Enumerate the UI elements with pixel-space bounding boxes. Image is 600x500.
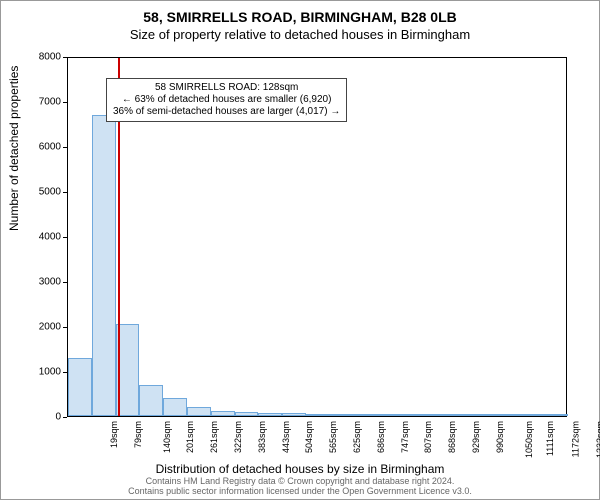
x-tick-label: 322sqm [233,421,243,453]
y-tick-label: 7000 [21,97,61,108]
x-tick-label: 1172sqm [571,421,581,457]
histogram-bar [163,398,187,416]
histogram-bar [378,414,402,416]
info-box-line3: 36% of semi-detached houses are larger (… [113,106,340,118]
histogram-bar [425,414,449,416]
footer-attribution: Contains HM Land Registry data © Crown c… [1,477,599,497]
x-tick-label: 261sqm [209,421,219,453]
info-box-line2: ← 63% of detached houses are smaller (6,… [113,94,340,106]
x-tick-label: 79sqm [133,421,143,448]
y-tick-label: 4000 [21,232,61,243]
y-tick-label: 6000 [21,142,61,153]
x-tick-label: 201sqm [185,421,195,453]
x-tick-label: 807sqm [423,421,433,453]
y-tick-label: 3000 [21,277,61,288]
histogram-bar [258,413,282,416]
info-box: 58 SMIRRELLS ROAD: 128sqm ← 63% of detac… [106,78,347,122]
histogram-bar [139,385,163,417]
histogram-bar [401,414,425,416]
x-tick-label: 929sqm [471,421,481,453]
x-tick-label: 1050sqm [524,421,534,458]
x-tick-label: 140sqm [162,421,172,453]
y-tick-label: 1000 [21,367,61,378]
histogram-bar [187,407,211,416]
y-tick-label: 8000 [21,52,61,63]
chart-title-subtitle: Size of property relative to detached ho… [1,27,599,42]
footer-line2: Contains public sector information licen… [1,487,599,497]
x-axis-label: Distribution of detached houses by size … [1,462,599,476]
y-axis-label: Number of detached properties [7,66,21,231]
y-tick-label: 5000 [21,187,61,198]
histogram-bar [282,413,306,416]
x-tick-label: 19sqm [109,421,119,448]
chart-container: 58, SMIRRELLS ROAD, BIRMINGHAM, B28 0LB … [0,0,600,500]
histogram-bar [497,414,521,416]
x-tick-label: 1232sqm [595,421,600,458]
y-tick-label: 2000 [21,322,61,333]
histogram-bar [544,414,568,416]
histogram-bar [520,414,544,416]
histogram-bar [68,358,92,417]
x-tick-label: 686sqm [376,421,386,453]
histogram-bar [354,414,378,416]
histogram-bar [306,414,330,416]
x-tick-label: 747sqm [400,421,410,453]
plot-area: 58 SMIRRELLS ROAD: 128sqm ← 63% of detac… [67,57,567,417]
histogram-bar [330,414,354,416]
x-tick-label: 383sqm [257,421,267,453]
x-tick-label: 565sqm [328,421,338,453]
histogram-bar [235,412,259,416]
histogram-bar [92,115,116,417]
info-box-line1: 58 SMIRRELLS ROAD: 128sqm [113,82,340,94]
x-tick-label: 990sqm [495,421,505,453]
y-tick-label: 0 [21,412,61,423]
x-tick-label: 625sqm [352,421,362,453]
histogram-bar [449,414,473,416]
x-tick-label: 504sqm [304,421,314,453]
x-tick-label: 443sqm [281,421,291,453]
x-tick-label: 1111sqm [546,421,556,456]
histogram-bar [473,414,497,416]
chart-title-address: 58, SMIRRELLS ROAD, BIRMINGHAM, B28 0LB [1,9,599,25]
histogram-bar [211,411,235,416]
x-tick-label: 868sqm [447,421,457,453]
